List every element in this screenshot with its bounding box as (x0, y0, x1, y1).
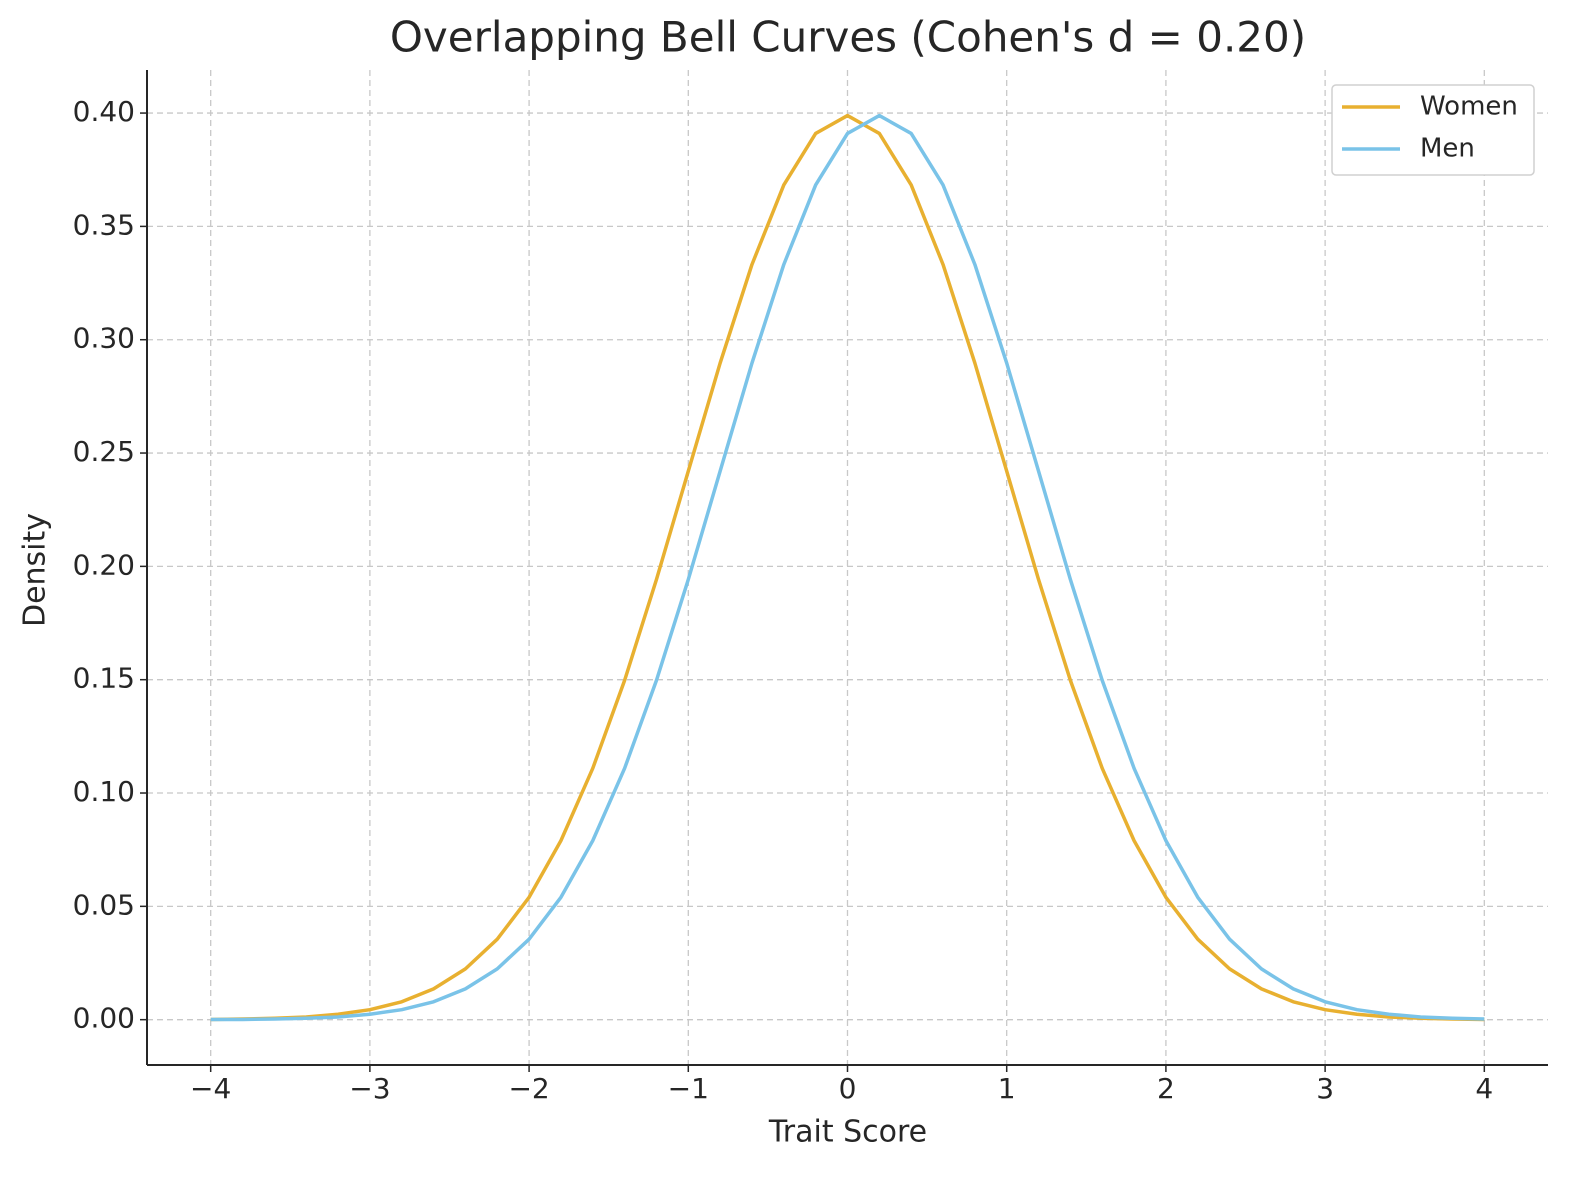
x-tick-label: 0 (839, 1072, 857, 1105)
legend-label: Women (1420, 92, 1518, 122)
x-tick-label: 3 (1316, 1072, 1334, 1105)
legend-label: Men (1420, 134, 1475, 164)
x-tick-label: −1 (668, 1072, 709, 1105)
line-series (210, 113, 1485, 1022)
legend: Women Men (1331, 84, 1535, 176)
x-tick-label: −3 (349, 1072, 390, 1105)
y-tick-label: 0.05 (73, 888, 135, 921)
y-tick-label: 0.10 (73, 775, 135, 808)
y-tick-label: 0.00 (73, 1002, 135, 1035)
chart-title: Overlapping Bell Curves (Cohen's d = 0.2… (390, 13, 1306, 62)
x-tick-label: 4 (1475, 1072, 1493, 1105)
y-tick-label: 0.30 (73, 322, 135, 355)
y-tick-label: 0.40 (73, 95, 135, 128)
y-axis-label: Density (18, 513, 53, 627)
x-tick-label: 2 (1157, 1072, 1175, 1105)
y-tick-label: 0.35 (73, 208, 135, 241)
y-tick-label: 0.15 (73, 662, 135, 695)
x-tick-label: −4 (190, 1072, 231, 1105)
y-tick-label: 0.20 (73, 548, 135, 581)
x-tick-label: −2 (508, 1072, 549, 1105)
y-tick-label: 0.25 (73, 435, 135, 468)
x-axis-label: Trait Score (768, 1115, 927, 1150)
x-tick-label: 1 (998, 1072, 1016, 1105)
line-series (210, 113, 1485, 1022)
